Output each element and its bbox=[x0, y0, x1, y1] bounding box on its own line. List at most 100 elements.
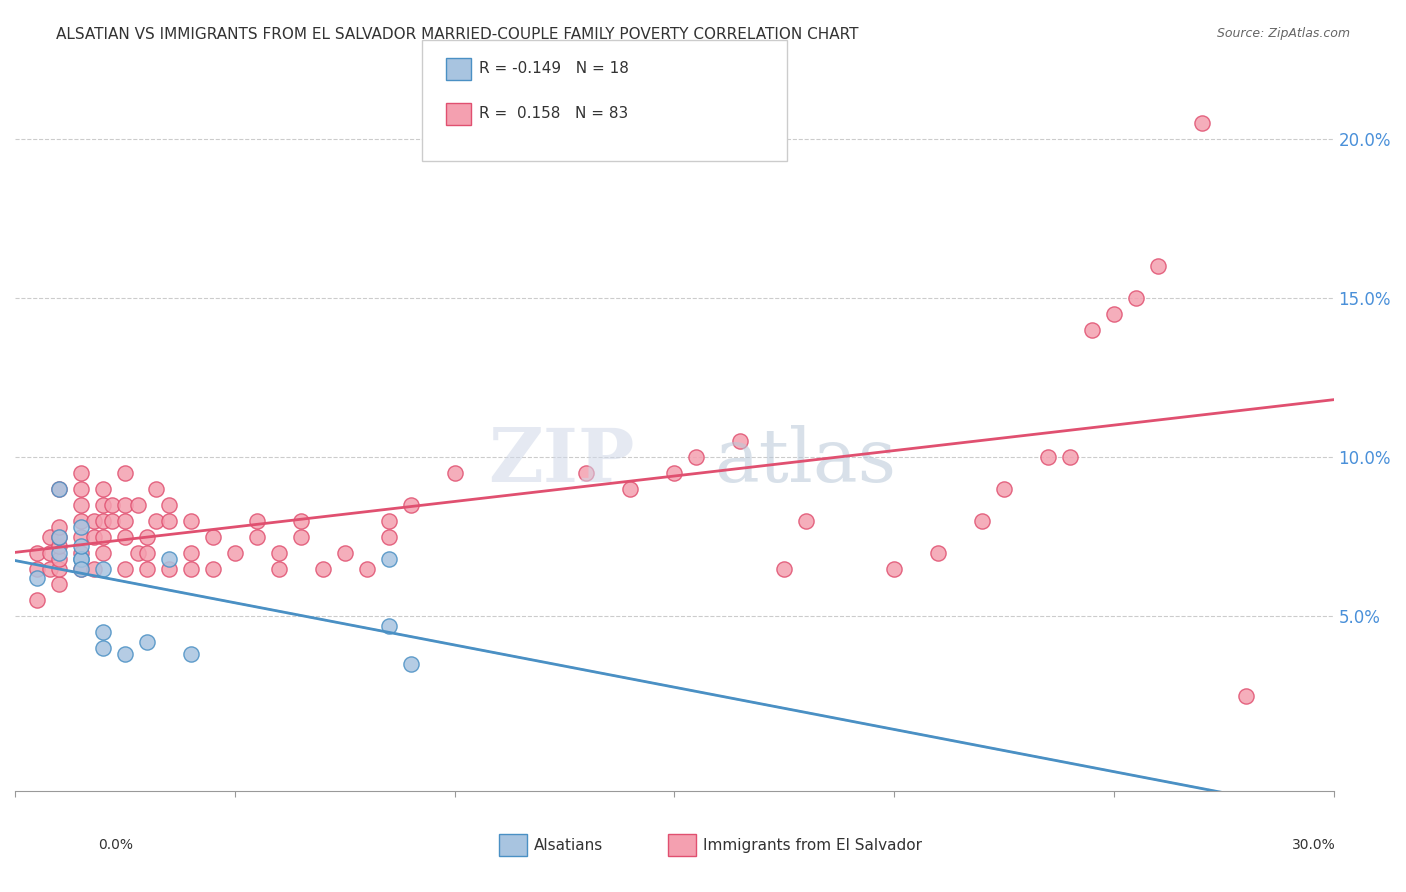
Text: ZIP: ZIP bbox=[488, 425, 634, 499]
Point bbox=[290, 530, 312, 544]
Point bbox=[70, 561, 93, 575]
Point bbox=[70, 466, 93, 480]
Point bbox=[145, 514, 167, 528]
Point bbox=[48, 482, 70, 496]
Point bbox=[135, 546, 157, 560]
Point bbox=[91, 482, 114, 496]
Point bbox=[48, 530, 70, 544]
Point bbox=[70, 546, 93, 560]
Point bbox=[157, 514, 180, 528]
Point bbox=[180, 514, 202, 528]
Point bbox=[70, 552, 93, 566]
Point bbox=[377, 552, 399, 566]
Point bbox=[70, 561, 93, 575]
Point bbox=[83, 530, 105, 544]
Point bbox=[993, 482, 1015, 496]
Point bbox=[180, 561, 202, 575]
Point bbox=[39, 530, 62, 544]
Point bbox=[224, 546, 246, 560]
Point bbox=[685, 450, 707, 465]
Point bbox=[377, 530, 399, 544]
Point bbox=[927, 546, 949, 560]
Point bbox=[1191, 116, 1213, 130]
Point bbox=[664, 466, 686, 480]
Point bbox=[39, 546, 62, 560]
Point bbox=[1146, 260, 1168, 274]
Point bbox=[25, 593, 48, 607]
Point bbox=[1102, 307, 1125, 321]
Point bbox=[201, 530, 224, 544]
Point bbox=[91, 530, 114, 544]
Point bbox=[883, 561, 905, 575]
Point bbox=[575, 466, 598, 480]
Point bbox=[114, 466, 136, 480]
Point bbox=[773, 561, 796, 575]
Point bbox=[267, 561, 290, 575]
Point bbox=[70, 514, 93, 528]
Point bbox=[333, 546, 356, 560]
Point bbox=[246, 514, 269, 528]
Point bbox=[127, 546, 149, 560]
Text: 0.0%: 0.0% bbox=[98, 838, 134, 853]
Point bbox=[1234, 689, 1257, 703]
Point bbox=[48, 552, 70, 566]
Point bbox=[48, 530, 70, 544]
Point bbox=[399, 498, 422, 512]
Point bbox=[135, 561, 157, 575]
Point bbox=[114, 648, 136, 662]
Point bbox=[290, 514, 312, 528]
Point bbox=[135, 634, 157, 648]
Point bbox=[794, 514, 817, 528]
Point bbox=[91, 561, 114, 575]
Point bbox=[157, 498, 180, 512]
Point bbox=[312, 561, 335, 575]
Point bbox=[48, 546, 70, 560]
Point bbox=[70, 498, 93, 512]
Point bbox=[970, 514, 993, 528]
Point bbox=[91, 546, 114, 560]
Point bbox=[48, 577, 70, 591]
Point bbox=[48, 520, 70, 534]
Point bbox=[1036, 450, 1059, 465]
Point bbox=[70, 539, 93, 553]
Point bbox=[201, 561, 224, 575]
Point bbox=[25, 546, 48, 560]
Text: Alsatians: Alsatians bbox=[534, 838, 603, 853]
Text: Source: ZipAtlas.com: Source: ZipAtlas.com bbox=[1216, 27, 1350, 40]
Point bbox=[356, 561, 378, 575]
Point bbox=[114, 498, 136, 512]
Point bbox=[83, 561, 105, 575]
Point bbox=[1059, 450, 1081, 465]
Point bbox=[1081, 323, 1104, 337]
Point bbox=[114, 530, 136, 544]
Text: R =  0.158   N = 83: R = 0.158 N = 83 bbox=[479, 106, 628, 120]
Point bbox=[48, 482, 70, 496]
Point bbox=[114, 561, 136, 575]
Point bbox=[377, 514, 399, 528]
Text: Immigrants from El Salvador: Immigrants from El Salvador bbox=[703, 838, 922, 853]
Text: R = -0.149   N = 18: R = -0.149 N = 18 bbox=[479, 62, 630, 76]
Point bbox=[70, 520, 93, 534]
Point bbox=[25, 561, 48, 575]
Point bbox=[83, 514, 105, 528]
Point bbox=[157, 561, 180, 575]
Point bbox=[100, 514, 122, 528]
Point bbox=[91, 625, 114, 640]
Point bbox=[39, 561, 62, 575]
Text: 30.0%: 30.0% bbox=[1292, 838, 1336, 853]
Point bbox=[246, 530, 269, 544]
Point bbox=[70, 552, 93, 566]
Point bbox=[267, 546, 290, 560]
Point bbox=[25, 571, 48, 585]
Point bbox=[91, 514, 114, 528]
Text: atlas: atlas bbox=[714, 425, 896, 499]
Point bbox=[91, 498, 114, 512]
Point bbox=[377, 619, 399, 633]
Point bbox=[114, 514, 136, 528]
Point bbox=[157, 552, 180, 566]
Point bbox=[70, 530, 93, 544]
Point bbox=[48, 561, 70, 575]
Point bbox=[180, 546, 202, 560]
Point bbox=[135, 530, 157, 544]
Point bbox=[728, 434, 751, 449]
